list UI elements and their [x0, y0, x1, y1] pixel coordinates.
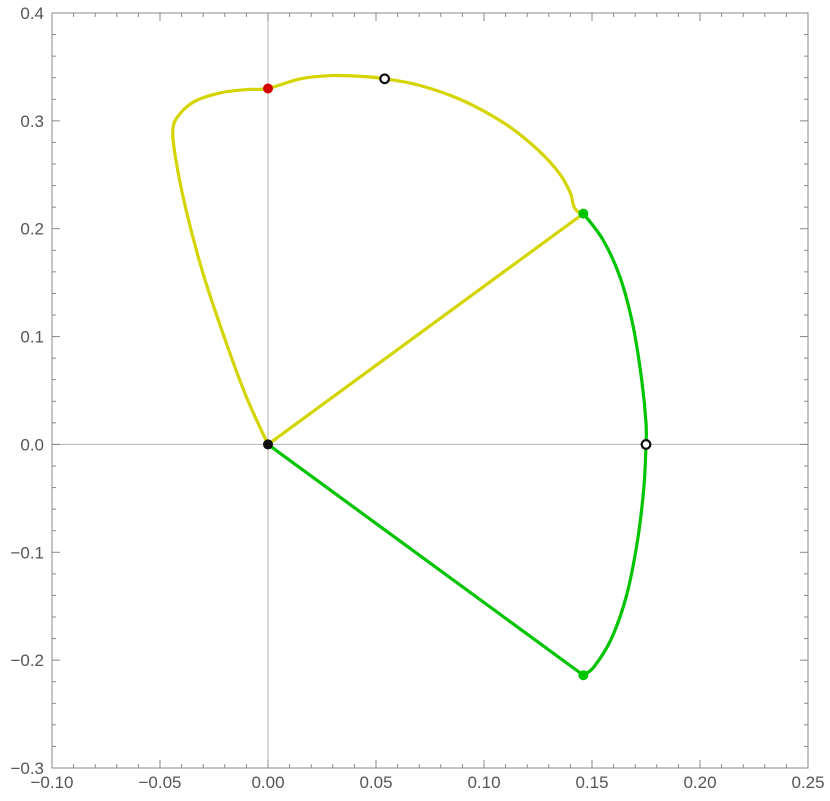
y-tick-label: 0.3: [20, 112, 44, 131]
point-open-black-1: [379, 73, 391, 85]
x-tick-label: 0.15: [575, 773, 608, 792]
y-tick-label: −0.2: [10, 651, 44, 670]
points-layer: [263, 73, 652, 681]
point-open-black-4: [640, 439, 652, 450]
y-tick-label: −0.3: [10, 759, 44, 778]
axes-layer: [52, 13, 808, 768]
y-tick-label: 0.1: [20, 328, 44, 347]
point-filled-red-0: [263, 83, 273, 94]
y-tick-label: 0.2: [20, 220, 44, 239]
y-tick-label: 0.4: [20, 4, 44, 23]
series-layer: [171, 73, 649, 677]
x-tick-label: 0.25: [791, 773, 824, 792]
x-tick-label: 0.05: [359, 773, 392, 792]
x-tick-label: 0.10: [467, 773, 500, 792]
series-yellow-segment-1: [266, 212, 585, 447]
y-tick-label: −0.1: [10, 543, 44, 562]
plot-frame: [51, 12, 809, 769]
frame-layer: −0.10 −0.05 0.00 0.05 0.10 0.15 0.20 0.25 −0.3 −0…: [10, 4, 824, 792]
point-filled-black-5: [263, 439, 273, 450]
x-tick-label: 0.00: [251, 773, 284, 792]
x-tick-label: 0.20: [683, 773, 716, 792]
point-filled-green-2: [578, 208, 589, 219]
y-tick-label: 0.0: [20, 435, 44, 454]
x-tick-label: −0.05: [138, 773, 181, 792]
series-green-segment-3: [266, 442, 585, 677]
x-tick-label: −0.10: [30, 773, 73, 792]
series-yellow-curve-0: [171, 73, 585, 447]
point-filled-green-3: [578, 670, 589, 681]
